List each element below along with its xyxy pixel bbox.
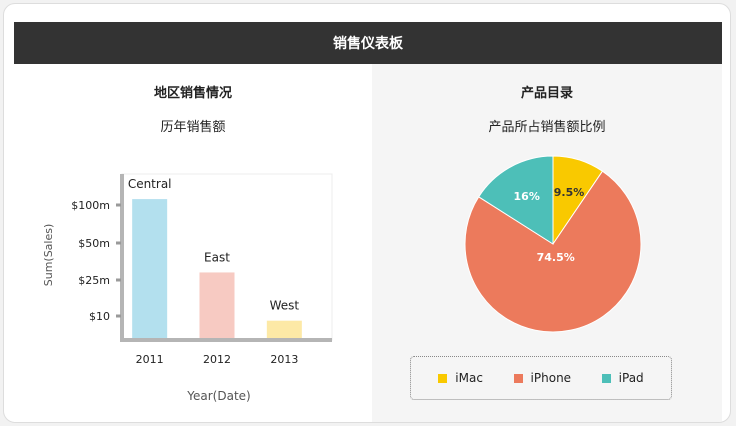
dashboard-frame: 销售仪表板 地区销售情况 历年销售额 $100m $50m $25m $10 Sum(S… <box>3 3 731 423</box>
region-sales-panel: 地区销售情况 历年销售额 $100m $50m $25m $10 Sum(Sales) C… <box>14 64 372 422</box>
legend-label: iPhone <box>530 371 572 385</box>
dashboard-title: 销售仪表板 <box>333 36 403 52</box>
product-catalog-subtitle: 产品所占销售额比例 <box>488 120 606 135</box>
x-axis-title: Year(Date) <box>186 389 250 403</box>
y-axis-title: Sum(Sales) <box>42 224 55 287</box>
x-tick-label: 2013 <box>270 353 298 366</box>
x-tick-label: 2011 <box>136 353 164 366</box>
legend-label: iMac <box>455 371 483 385</box>
y-tick-label: $50m <box>78 237 110 250</box>
y-tick-label: $25m <box>78 274 110 287</box>
product-catalog-title: 产品目录 <box>520 86 573 101</box>
bar-label: Central <box>128 177 172 191</box>
region-sales-title: 地区销售情况 <box>153 86 232 101</box>
pie-value-label: 16% <box>514 190 540 203</box>
bar-label: East <box>204 250 230 264</box>
y-tick-label: $10 <box>89 310 110 323</box>
product-catalog-panel: 产品目录 产品所占销售额比例 9.5% 74.5% 16% iMac iPhone iP… <box>372 64 722 422</box>
legend-item: iPhone <box>513 371 572 385</box>
x-tick-label: 2012 <box>203 353 231 366</box>
region-sales-subtitle: 历年销售额 <box>160 120 226 135</box>
pie-value-label: 9.5% <box>554 186 585 199</box>
pie-legend: iMac iPhone iPad <box>410 356 672 400</box>
legend-item: iMac <box>438 371 483 385</box>
bar-chart: $100m $50m $25m $10 Sum(Sales) Central 2011 Eas… <box>42 173 333 403</box>
legend-swatch <box>438 373 448 383</box>
y-tick-label: $100m <box>71 199 110 212</box>
bar-label: West <box>270 299 300 313</box>
bar <box>199 272 235 338</box>
bar <box>132 199 168 338</box>
bar <box>266 320 302 338</box>
pie-slice <box>464 170 642 333</box>
legend-swatch <box>513 373 523 383</box>
dashboard-header: 销售仪表板 <box>14 22 722 64</box>
legend-label: iPad <box>618 371 644 385</box>
pie-value-label: 74.5% <box>537 251 575 264</box>
pie-slice <box>478 155 554 245</box>
legend-swatch <box>601 373 611 383</box>
legend-item: iPad <box>601 371 644 385</box>
pie-chart: 9.5% 74.5% 16% <box>464 155 642 333</box>
